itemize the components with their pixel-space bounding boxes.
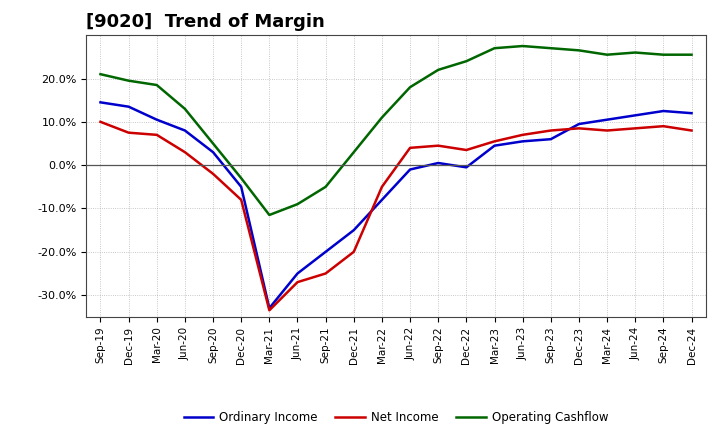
Operating Cashflow [96, 72, 105, 77]
Line: Operating Cashflow: Operating Cashflow [101, 46, 691, 215]
Ordinary Income [349, 227, 358, 233]
Operating Cashflow [265, 213, 274, 218]
Ordinary Income [518, 139, 527, 144]
Ordinary Income [687, 110, 696, 116]
Net Income [575, 126, 583, 131]
Net Income [125, 130, 133, 136]
Ordinary Income [237, 184, 246, 190]
Operating Cashflow [631, 50, 639, 55]
Net Income [237, 197, 246, 202]
Net Income [349, 249, 358, 254]
Ordinary Income [575, 121, 583, 127]
Net Income [293, 279, 302, 285]
Net Income [462, 147, 471, 153]
Ordinary Income [546, 136, 555, 142]
Ordinary Income [659, 108, 667, 114]
Operating Cashflow [462, 59, 471, 64]
Net Income [490, 139, 499, 144]
Operating Cashflow [490, 46, 499, 51]
Legend: Ordinary Income, Net Income, Operating Cashflow: Ordinary Income, Net Income, Operating C… [179, 407, 613, 429]
Ordinary Income [209, 150, 217, 155]
Ordinary Income [462, 165, 471, 170]
Ordinary Income [377, 197, 386, 202]
Text: [9020]  Trend of Margin: [9020] Trend of Margin [86, 13, 325, 31]
Net Income [659, 124, 667, 129]
Operating Cashflow [377, 115, 386, 120]
Operating Cashflow [181, 106, 189, 111]
Net Income [687, 128, 696, 133]
Net Income [377, 184, 386, 190]
Net Income [181, 150, 189, 155]
Ordinary Income [153, 117, 161, 122]
Operating Cashflow [659, 52, 667, 57]
Ordinary Income [125, 104, 133, 109]
Ordinary Income [181, 128, 189, 133]
Ordinary Income [406, 167, 415, 172]
Net Income [321, 271, 330, 276]
Net Income [153, 132, 161, 137]
Line: Ordinary Income: Ordinary Income [101, 103, 691, 308]
Operating Cashflow [237, 176, 246, 181]
Ordinary Income [631, 113, 639, 118]
Operating Cashflow [687, 52, 696, 57]
Operating Cashflow [603, 52, 611, 57]
Ordinary Income [96, 100, 105, 105]
Net Income [265, 308, 274, 313]
Ordinary Income [293, 271, 302, 276]
Net Income [518, 132, 527, 137]
Operating Cashflow [209, 141, 217, 146]
Operating Cashflow [434, 67, 443, 73]
Operating Cashflow [349, 150, 358, 155]
Ordinary Income [434, 160, 443, 165]
Operating Cashflow [125, 78, 133, 83]
Operating Cashflow [406, 84, 415, 90]
Operating Cashflow [153, 82, 161, 88]
Net Income [546, 128, 555, 133]
Net Income [96, 119, 105, 125]
Ordinary Income [265, 305, 274, 311]
Net Income [406, 145, 415, 150]
Line: Net Income: Net Income [101, 122, 691, 310]
Net Income [631, 126, 639, 131]
Ordinary Income [490, 143, 499, 148]
Operating Cashflow [518, 44, 527, 49]
Net Income [603, 128, 611, 133]
Net Income [209, 171, 217, 176]
Ordinary Income [603, 117, 611, 122]
Operating Cashflow [575, 48, 583, 53]
Operating Cashflow [321, 184, 330, 190]
Operating Cashflow [293, 202, 302, 207]
Net Income [434, 143, 443, 148]
Operating Cashflow [546, 46, 555, 51]
Ordinary Income [321, 249, 330, 254]
